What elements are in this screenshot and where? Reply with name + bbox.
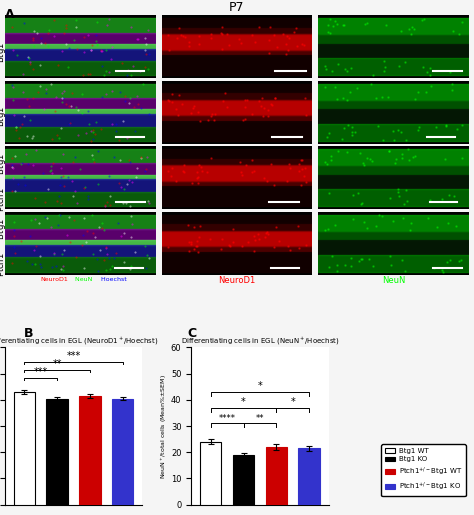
Bar (162, 215, 312, 223)
Bar (5, 175, 155, 179)
Bar (319, 58, 469, 76)
Bar (162, 100, 312, 115)
Bar (319, 100, 469, 109)
Bar (5, 192, 155, 207)
Bar (5, 179, 155, 192)
Bar (319, 44, 469, 58)
Bar (5, 163, 155, 175)
Bar (5, 127, 155, 141)
Title: P7: P7 (229, 1, 245, 14)
Bar (5, 32, 155, 44)
Bar (5, 258, 155, 272)
Bar (162, 56, 312, 76)
Bar (162, 19, 312, 27)
Bar (5, 61, 155, 76)
Bar (46, 399, 68, 505)
Bar (162, 35, 312, 50)
Text: **: ** (255, 414, 264, 423)
Text: ***: *** (66, 351, 81, 361)
Title: Differentiating cells in EGL (NeuroD1$^+$/Hoechst): Differentiating cells in EGL (NeuroD1$^+… (0, 336, 159, 348)
Text: NeuN: NeuN (71, 277, 92, 282)
Y-axis label: Ptch1$^{+/-}$Btg1$^{WT}$: Ptch1$^{+/-}$Btg1$^{WT}$ (0, 143, 9, 213)
Bar (5, 109, 155, 114)
Text: C: C (187, 328, 196, 340)
Bar (14, 392, 35, 505)
Bar (162, 158, 312, 165)
Bar (319, 165, 469, 175)
Bar (162, 186, 312, 207)
Bar (5, 98, 155, 109)
Bar (233, 455, 254, 505)
Bar (162, 121, 312, 141)
Y-axis label: NeuN$^+$/total cells (Mean%±SEM): NeuN$^+$/total cells (Mean%±SEM) (160, 373, 169, 478)
Bar (162, 231, 312, 246)
Bar (5, 245, 155, 258)
Bar (319, 189, 469, 207)
Y-axis label: Ptch1$^{+/-}$Btg1$^{KO}$: Ptch1$^{+/-}$Btg1$^{KO}$ (0, 209, 9, 277)
Text: A: A (5, 8, 14, 21)
X-axis label: NeuroD1: NeuroD1 (219, 276, 255, 285)
Bar (265, 447, 287, 505)
Bar (5, 84, 155, 98)
Bar (5, 48, 155, 61)
Bar (162, 27, 312, 35)
Bar (319, 149, 469, 165)
Bar (319, 84, 469, 100)
Bar (319, 231, 469, 240)
Bar (5, 229, 155, 240)
Bar (299, 449, 319, 505)
Bar (162, 246, 312, 252)
Text: *: * (241, 397, 246, 407)
Bar (162, 115, 312, 121)
Bar (5, 240, 155, 245)
Bar (162, 181, 312, 186)
Bar (319, 240, 469, 254)
Bar (5, 149, 155, 163)
Bar (319, 109, 469, 124)
Bar (319, 175, 469, 189)
Text: *: * (290, 397, 295, 407)
Text: NeuroD1: NeuroD1 (41, 277, 68, 282)
Bar (5, 44, 155, 48)
Bar (5, 215, 155, 229)
Bar (319, 35, 469, 44)
Bar (319, 124, 469, 141)
Bar (319, 215, 469, 231)
Bar (162, 149, 312, 158)
Y-axis label: Btg1$^{WT}$: Btg1$^{WT}$ (0, 31, 9, 63)
Bar (319, 254, 469, 272)
Y-axis label: Btg1$^{KO}$: Btg1$^{KO}$ (0, 97, 9, 127)
Bar (112, 399, 133, 505)
Text: Hoechst: Hoechst (97, 277, 127, 282)
Bar (200, 442, 221, 505)
Text: ***: *** (34, 367, 48, 377)
Bar (162, 92, 312, 100)
Bar (5, 114, 155, 127)
Bar (79, 396, 100, 505)
Legend: Btg1 WT, Btg1 KO, Ptch1$^{+/-}$Btg1 WT, Ptch1$^{+/-}$Btg1 KO: Btg1 WT, Btg1 KO, Ptch1$^{+/-}$Btg1 WT, … (382, 444, 466, 496)
Text: *: * (257, 381, 262, 391)
Title: Differentiating cells in EGL (NeuN$^+$/Hoechst): Differentiating cells in EGL (NeuN$^+$/H… (181, 336, 339, 348)
Bar (162, 252, 312, 272)
Text: B: B (24, 328, 33, 340)
Bar (162, 223, 312, 231)
Bar (162, 165, 312, 181)
Bar (162, 84, 312, 92)
Text: ****: **** (219, 414, 236, 423)
X-axis label: NeuN: NeuN (382, 276, 406, 285)
Bar (319, 19, 469, 35)
Text: **: ** (53, 359, 62, 369)
Bar (5, 19, 155, 32)
Bar (162, 50, 312, 56)
